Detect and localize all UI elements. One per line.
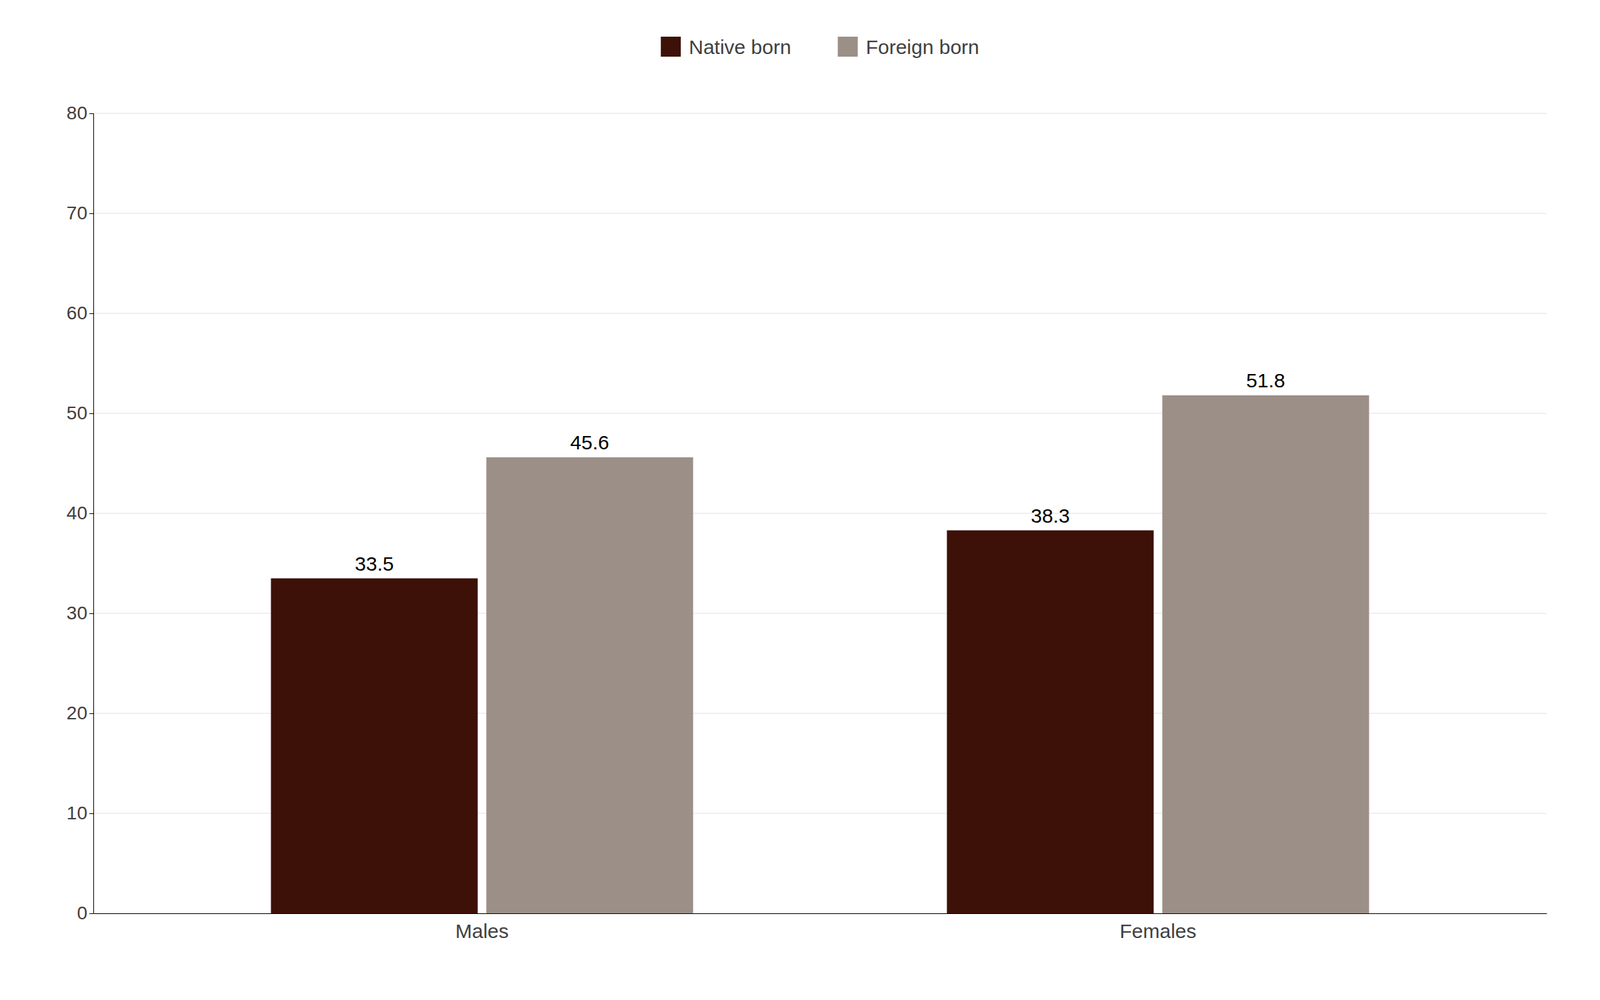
legend-swatch [838,36,858,57]
y-tick-mark [89,313,94,314]
bar [946,530,1154,914]
bars [270,395,1369,914]
y-tick-mark [89,813,94,814]
y-tick-label: 50 [66,402,88,424]
y-tick-label: 10 [66,802,88,824]
x-tick: Females [1119,920,1196,942]
legend-item: Native born [660,36,791,58]
grid-line [93,313,1547,314]
y-tick-mark [89,713,94,714]
y-tick-label: 80 [66,102,88,124]
y-tick: 20 [66,702,94,724]
y-tick-label: 70 [66,202,88,224]
grid-line [93,113,1547,114]
bar [486,457,693,914]
y-tick-mark [89,413,94,414]
grid-line [93,213,1547,214]
y-tick: 70 [66,202,94,224]
y-tick-label: 0 [76,902,88,924]
x-tick-label: Females [1119,920,1196,942]
bar-series [270,530,1154,914]
legend: Native born Foreign born [660,36,980,58]
legend-label: Native born [688,36,791,58]
plot: 0 10 20 30 40 50 60 70 80 Males Females 33.5 38.3 45.… [66,102,1548,942]
x-axis-line [94,913,1548,914]
y-tick-mark [89,213,94,214]
y-tick-mark [89,513,94,514]
bar-series [486,395,1369,914]
y-tick: 50 [66,402,94,424]
y-axis-line [89,114,94,914]
legend-label: Foreign born [866,36,980,58]
x-axis: Males Females [94,914,1548,943]
x-tick: Males [455,920,509,942]
bar [270,578,478,914]
bar [1162,395,1369,914]
y-tick: 10 [66,802,94,824]
legend-swatch [660,36,681,57]
y-tick: 40 [66,502,94,524]
y-tick-mark [89,613,94,614]
y-tick: 60 [66,302,94,324]
y-tick: 80 [66,102,94,124]
y-tick-label: 40 [66,502,88,524]
data-label: 51.8 [1246,369,1285,392]
y-tick-label: 60 [66,302,88,324]
data-label: 33.5 [354,552,394,575]
data-label: 45.6 [570,431,609,454]
y-tick-mark [89,913,94,914]
y-tick-label: 20 [66,702,88,724]
y-tick-label: 30 [66,602,88,624]
x-tick-label: Males [455,920,509,942]
y-tick: 30 [66,602,94,624]
y-axis: 0 10 20 30 40 50 60 70 80 [66,102,94,924]
data-label: 38.3 [1030,504,1070,527]
grid [93,113,1547,914]
y-tick-mark [89,113,94,114]
chart: 0 10 20 30 40 50 60 70 80 Males Females 33.5 38.3 45.… [0,0,1600,1000]
legend-item: Foreign born [838,36,980,58]
y-tick: 0 [76,902,94,924]
data-labels: 33.5 38.3 45.6 51.8 [354,369,1285,575]
